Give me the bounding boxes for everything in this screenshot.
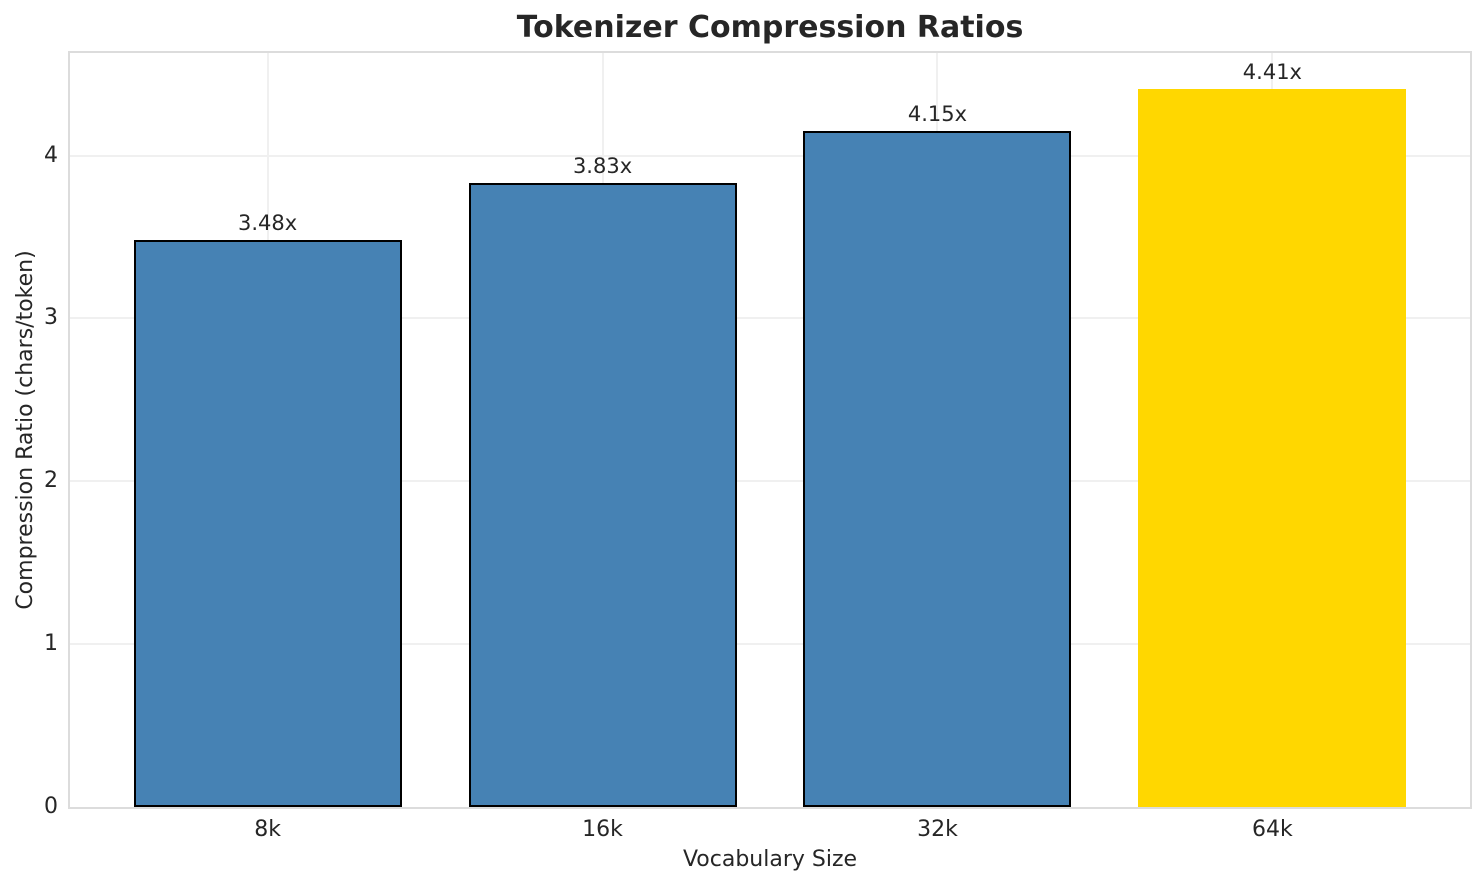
y-axis-label: Compression Ratio (chars/token) bbox=[13, 250, 38, 610]
y-tick-2: 2 bbox=[44, 468, 58, 494]
x-tick-32k: 32k bbox=[917, 817, 958, 842]
y-tick-0: 0 bbox=[44, 794, 58, 819]
bar-64k bbox=[1138, 88, 1407, 807]
x-tick-64k: 64k bbox=[1252, 817, 1293, 842]
gridline-y-3 bbox=[70, 317, 1470, 320]
gridline-y-1 bbox=[70, 643, 1470, 646]
bar-value-label-8k: 3.48x bbox=[238, 211, 298, 236]
x-tick-8k: 8k bbox=[254, 817, 281, 842]
y-tick-1: 1 bbox=[44, 631, 58, 657]
gridline-y-4 bbox=[70, 154, 1470, 157]
gridline-y-2 bbox=[70, 480, 1470, 483]
bar-value-label-64k: 4.41x bbox=[1242, 59, 1302, 84]
x-tick-16k: 16k bbox=[582, 817, 623, 842]
bar-32k bbox=[803, 131, 1072, 807]
plot-area: 3.48x 3.83x 4.15x 4.41x bbox=[68, 51, 1472, 809]
chart-title: Tokenizer Compression Ratios bbox=[516, 10, 1024, 45]
bar-value-label-32k: 4.15x bbox=[907, 102, 968, 127]
y-tick-4: 4 bbox=[44, 142, 58, 168]
y-tick-3: 3 bbox=[44, 305, 58, 331]
bar-16k bbox=[468, 183, 737, 807]
x-axis-label: Vocabulary Size bbox=[682, 847, 858, 872]
bar-value-label-16k: 3.83x bbox=[572, 154, 633, 179]
bar-8k bbox=[133, 240, 402, 807]
